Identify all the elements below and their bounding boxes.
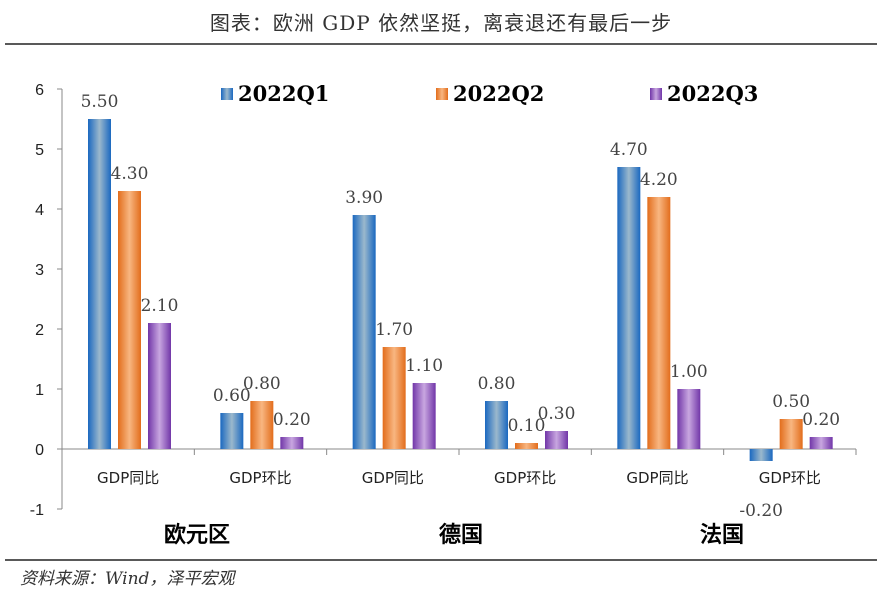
bar-2022Q2 bbox=[515, 443, 538, 449]
data-label: 4.20 bbox=[640, 170, 678, 190]
group-label: 德国 bbox=[439, 522, 483, 548]
legend-label: 2022Q3 bbox=[667, 81, 758, 106]
legend-label: 2022Q2 bbox=[453, 81, 544, 106]
bar-2022Q3 bbox=[677, 389, 701, 449]
data-label: 0.10 bbox=[508, 416, 546, 436]
data-label: 0.50 bbox=[772, 392, 810, 412]
x-tick-label: GDP同比 bbox=[97, 469, 159, 487]
y-tick-label: 3 bbox=[35, 262, 44, 279]
legend-swatch-2022Q3 bbox=[650, 88, 662, 100]
data-label: 0.20 bbox=[273, 410, 311, 430]
bar-2022Q3 bbox=[148, 323, 171, 449]
legend-swatch-2022Q1 bbox=[221, 88, 233, 100]
y-tick-label: 5 bbox=[35, 142, 44, 159]
bar-2022Q2 bbox=[250, 401, 274, 449]
x-tick-label: GDP同比 bbox=[626, 469, 688, 487]
legend-label: 2022Q1 bbox=[238, 81, 329, 106]
bar-2022Q3 bbox=[280, 437, 304, 449]
data-label: 1.10 bbox=[405, 356, 443, 376]
x-tick-label: GDP环比 bbox=[759, 469, 821, 487]
y-tick-label: 0 bbox=[35, 442, 44, 459]
bar-2022Q1 bbox=[88, 119, 111, 449]
group-label: 欧元区 bbox=[164, 522, 230, 548]
bar-2022Q2 bbox=[647, 197, 671, 449]
group-label: 法国 bbox=[700, 523, 744, 548]
data-label: 3.90 bbox=[345, 188, 383, 208]
x-tick-label: GDP同比 bbox=[362, 469, 424, 487]
y-tick-label: 4 bbox=[35, 202, 44, 219]
x-tick-label: GDP环比 bbox=[229, 469, 291, 487]
bar-2022Q1 bbox=[485, 401, 508, 449]
bar-2022Q1 bbox=[352, 215, 376, 449]
data-label: 2.10 bbox=[141, 296, 179, 316]
bar-2022Q1 bbox=[617, 167, 641, 449]
y-tick-label: -1 bbox=[30, 502, 44, 519]
source-note: 资料来源：Wind，泽平宏观 bbox=[20, 569, 236, 589]
bar-2022Q3 bbox=[809, 437, 833, 449]
data-label: 4.70 bbox=[610, 140, 648, 160]
data-label: 0.20 bbox=[802, 410, 840, 430]
y-tick-label: 2 bbox=[35, 322, 44, 339]
x-tick-label: GDP环比 bbox=[494, 469, 556, 487]
data-label: 4.30 bbox=[111, 164, 149, 184]
bar-2022Q2 bbox=[382, 347, 406, 449]
data-label: -0.20 bbox=[739, 501, 783, 521]
bar-2022Q3 bbox=[412, 383, 436, 449]
data-label: 0.60 bbox=[213, 386, 251, 406]
bar-2022Q2 bbox=[779, 419, 803, 449]
data-label: 5.50 bbox=[81, 92, 119, 112]
data-label: 0.80 bbox=[243, 374, 281, 394]
bar-2022Q2 bbox=[118, 191, 141, 449]
bar-2022Q1 bbox=[749, 449, 773, 461]
data-label: 1.00 bbox=[670, 362, 708, 382]
data-label: 0.30 bbox=[538, 404, 576, 424]
chart-title: 图表：欧洲 GDP 依然坚挺，离衰退还有最后一步 bbox=[210, 11, 672, 35]
bar-2022Q1 bbox=[220, 413, 244, 449]
data-label: 0.80 bbox=[478, 374, 516, 394]
data-label: 1.70 bbox=[375, 320, 413, 340]
legend-swatch-2022Q2 bbox=[436, 88, 448, 100]
y-tick-label: 6 bbox=[35, 82, 44, 99]
bar-2022Q3 bbox=[545, 431, 568, 449]
y-tick-label: 1 bbox=[35, 382, 44, 399]
